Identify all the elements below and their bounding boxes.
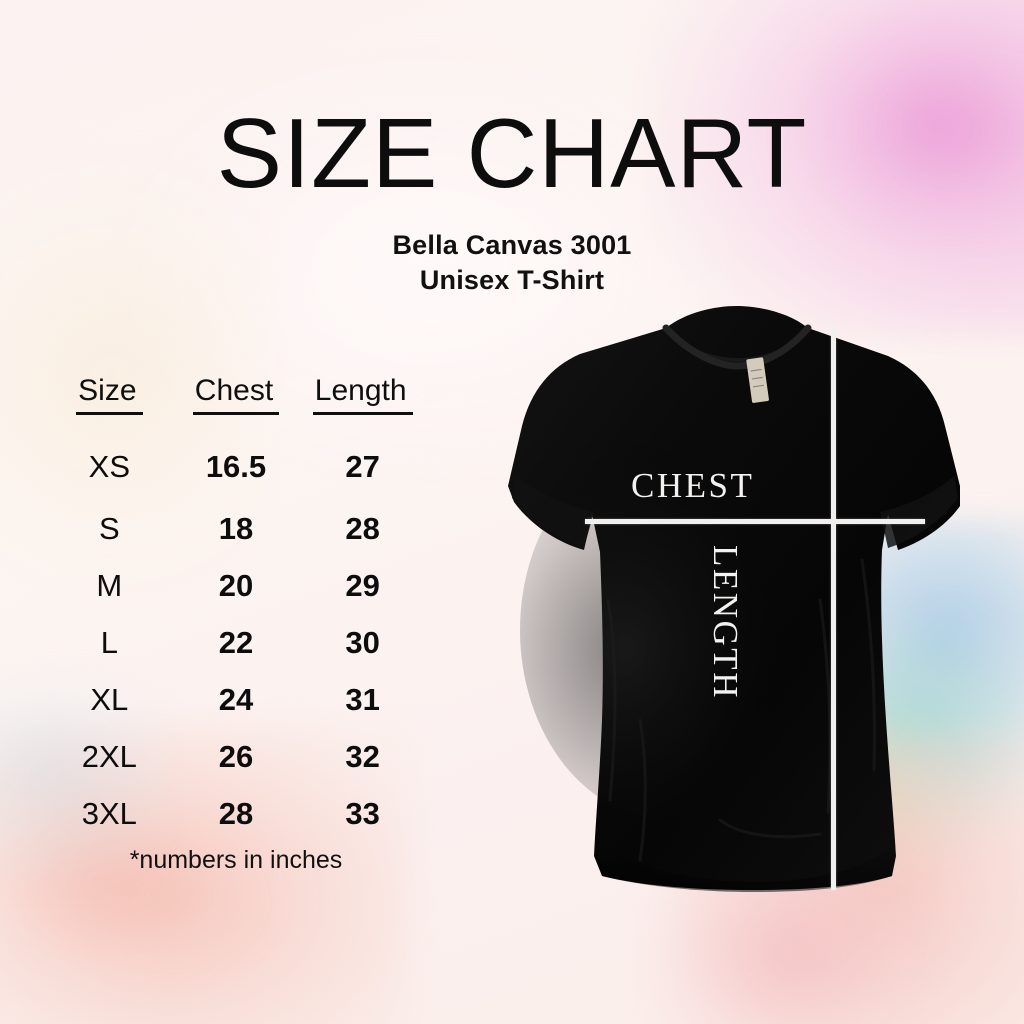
column-header-chest-label: Chest xyxy=(192,374,280,415)
subtitle-product-name: Bella Canvas 3001 xyxy=(392,230,632,260)
page-title: SIZE CHART xyxy=(216,98,808,208)
cell-chest: 22 xyxy=(218,624,254,660)
cell-size: 2XL xyxy=(81,738,137,774)
cell-chest: 16.5 xyxy=(205,449,267,484)
cell-size: S xyxy=(98,510,120,546)
table-row: M 20 29 xyxy=(46,557,426,614)
table-row: 3XL 28 33 xyxy=(46,785,426,842)
column-header-length: Length xyxy=(299,374,426,418)
cell-length: 29 xyxy=(345,567,380,603)
cell-size: L xyxy=(100,624,118,660)
subtitle-product-type: Unisex T-Shirt xyxy=(419,264,605,295)
table-row: 2XL 26 32 xyxy=(46,728,426,785)
cell-length: 32 xyxy=(345,738,380,774)
size-table-head: Size Chest Length xyxy=(46,374,426,418)
size-table: Size Chest Length XS 16.5 27 S xyxy=(46,374,426,842)
cell-chest: 20 xyxy=(218,567,254,603)
cell-chest: 18 xyxy=(218,510,254,546)
size-table-header-row: Size Chest Length xyxy=(46,374,426,418)
subtitle-block: Bella Canvas 3001 Unisex T-Shirt xyxy=(0,228,1024,297)
chest-measurement-line xyxy=(585,519,925,524)
table-row: XL 24 31 xyxy=(46,671,426,728)
cell-length: 31 xyxy=(345,681,380,717)
column-header-chest: Chest xyxy=(173,374,300,418)
column-header-size: Size xyxy=(46,374,173,418)
table-row: L 22 30 xyxy=(46,614,426,671)
cell-length: 28 xyxy=(345,510,380,546)
chest-measurement-label: CHEST xyxy=(631,466,755,505)
header: SIZE CHART Bella Canvas 3001 Unisex T-Sh… xyxy=(0,0,1024,297)
cell-chest: 26 xyxy=(218,738,254,774)
cell-size: XL xyxy=(90,681,129,717)
size-table-container: Size Chest Length XS 16.5 27 S xyxy=(46,374,426,842)
cell-length: 30 xyxy=(345,624,380,660)
cell-size: M xyxy=(96,567,123,603)
cell-length: 33 xyxy=(345,795,380,831)
units-footnote: *numbers in inches xyxy=(129,846,343,874)
cell-chest: 24 xyxy=(218,681,254,717)
cell-size: 3XL xyxy=(81,795,137,831)
column-header-size-label: Size xyxy=(76,374,143,415)
size-table-body: XS 16.5 27 S 18 28 M 20 29 L 22 30 xyxy=(46,418,426,842)
table-row: XS 16.5 27 xyxy=(46,418,426,500)
length-measurement-line xyxy=(831,324,836,890)
cell-length: 27 xyxy=(345,449,380,484)
cell-size: XS xyxy=(88,449,130,484)
cell-chest: 28 xyxy=(218,795,254,831)
column-header-length-label: Length xyxy=(312,374,413,415)
length-measurement-label: LENGTH xyxy=(706,545,745,700)
table-row: S 18 28 xyxy=(46,500,426,557)
